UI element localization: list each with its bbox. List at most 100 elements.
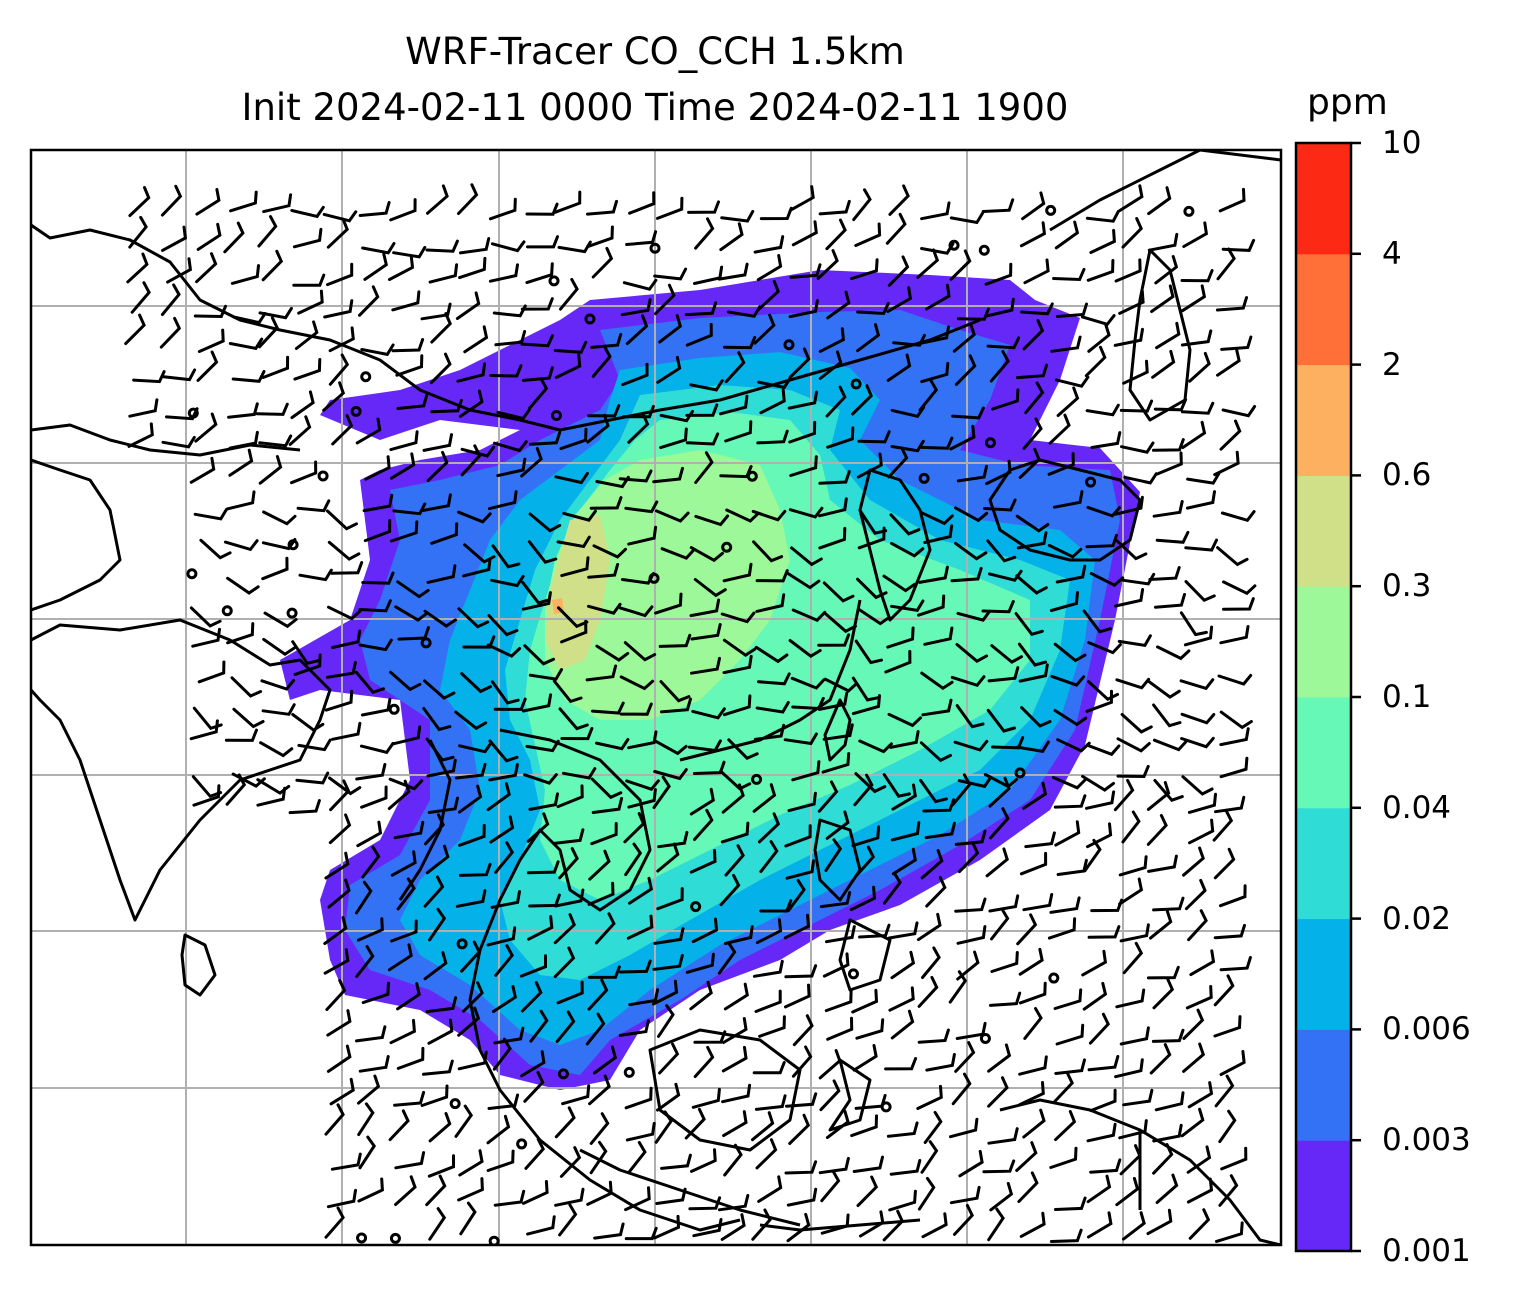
wind-barb <box>1020 302 1054 316</box>
wind-barb <box>652 954 684 971</box>
wind-barb <box>493 440 528 453</box>
wind-barb <box>917 1028 950 1044</box>
wind-barb <box>1222 597 1255 611</box>
wind-barb <box>331 414 354 446</box>
wind-barb <box>390 452 416 480</box>
wind-barb <box>586 1180 613 1206</box>
wind-barb <box>1213 923 1246 940</box>
wind-barb <box>1089 572 1125 587</box>
wind-barb <box>1087 323 1111 353</box>
wind-barb <box>891 847 917 876</box>
wind-barb <box>523 773 558 785</box>
wind-barb <box>721 1045 748 1073</box>
wind-barb <box>390 520 419 543</box>
wind-barb <box>723 335 757 350</box>
wind-barb <box>493 1189 526 1207</box>
wind-barb <box>851 988 879 1014</box>
wind-barb <box>324 689 354 712</box>
wind-barb <box>1018 663 1049 683</box>
wind-barb <box>388 777 424 791</box>
wind-barb <box>1219 625 1250 645</box>
wind-barb <box>919 325 950 345</box>
wind-barb <box>1055 1023 1085 1046</box>
wind-barb <box>231 370 266 383</box>
wind-barb <box>263 611 298 629</box>
wind-barb <box>1152 438 1185 452</box>
wind-barb <box>721 1083 752 1104</box>
wind-barb <box>463 325 489 354</box>
wind-barb <box>1186 1177 1214 1204</box>
wind-barb <box>1113 327 1144 347</box>
wind-barb <box>1016 531 1048 550</box>
wind-barb <box>357 1102 375 1137</box>
wind-barb <box>525 262 554 285</box>
wind-barb <box>627 730 658 750</box>
wind-barb <box>791 1045 813 1078</box>
wind-barb <box>721 783 745 814</box>
wind-barb <box>987 1127 1019 1145</box>
wind-barb <box>618 469 653 483</box>
wind-barb <box>362 493 394 513</box>
wind-barb <box>520 1050 546 1078</box>
wind-barb <box>489 364 523 378</box>
wind-barb <box>693 808 714 841</box>
wind-barb <box>1022 781 1048 810</box>
wind-barb <box>586 199 618 216</box>
wind-barb <box>1215 1221 1244 1243</box>
wind-barb <box>723 925 754 945</box>
wind-barb <box>921 698 953 717</box>
wind-barb <box>161 435 196 449</box>
wind-barb <box>425 1174 447 1207</box>
wind-barb <box>920 436 954 450</box>
wind-barb <box>494 944 515 977</box>
wind-barb <box>1117 634 1152 648</box>
wind-barb <box>1018 981 1047 1005</box>
wind-barb <box>430 398 463 414</box>
wind-barb <box>687 200 720 214</box>
wind-barb <box>394 1175 417 1206</box>
wind-barb <box>1179 611 1208 637</box>
wind-barb <box>520 334 554 348</box>
wind-barb <box>1213 1015 1242 1038</box>
wind-barb <box>554 888 585 908</box>
wind-barb <box>165 407 199 421</box>
wind-barb <box>1156 645 1191 661</box>
wind-barb <box>660 1153 692 1170</box>
wind-barb <box>490 240 526 253</box>
wind-barb <box>688 1196 722 1211</box>
wind-barb <box>357 1177 384 1203</box>
wind-barb <box>920 671 954 691</box>
wind-barb <box>952 322 976 353</box>
wind-barb <box>659 427 688 450</box>
wind-barb <box>196 222 222 251</box>
wind-barb <box>886 286 913 313</box>
wind-barb <box>986 708 1016 733</box>
wind-barb <box>324 1206 345 1239</box>
wind-barb <box>521 591 552 611</box>
calm-wind-marker <box>648 572 660 584</box>
calm-wind-marker <box>389 1232 401 1244</box>
wind-barb <box>457 510 492 524</box>
wind-barb <box>1116 737 1151 753</box>
wind-barb <box>562 509 597 522</box>
wind-barb <box>427 1018 454 1045</box>
wind-barb <box>324 1103 345 1136</box>
wind-barb <box>227 402 259 419</box>
wind-barb <box>391 338 425 353</box>
wind-barb <box>787 878 806 913</box>
colorbar-tick-label: 0.02 <box>1382 900 1452 937</box>
wind-barb <box>858 739 893 754</box>
wind-barb <box>457 607 490 629</box>
wind-barb <box>428 263 459 284</box>
wind-barb <box>826 1016 854 1041</box>
wind-barb <box>694 514 730 527</box>
wind-barb <box>987 666 1020 683</box>
wind-barb <box>917 975 939 1008</box>
wind-barb <box>627 412 650 444</box>
wind-barb <box>592 1045 618 1075</box>
wind-barb <box>553 946 576 979</box>
calm-wind-marker <box>584 313 596 325</box>
calm-wind-marker <box>550 410 562 422</box>
wind-barb <box>1054 1058 1086 1075</box>
wind-barb <box>529 430 562 446</box>
